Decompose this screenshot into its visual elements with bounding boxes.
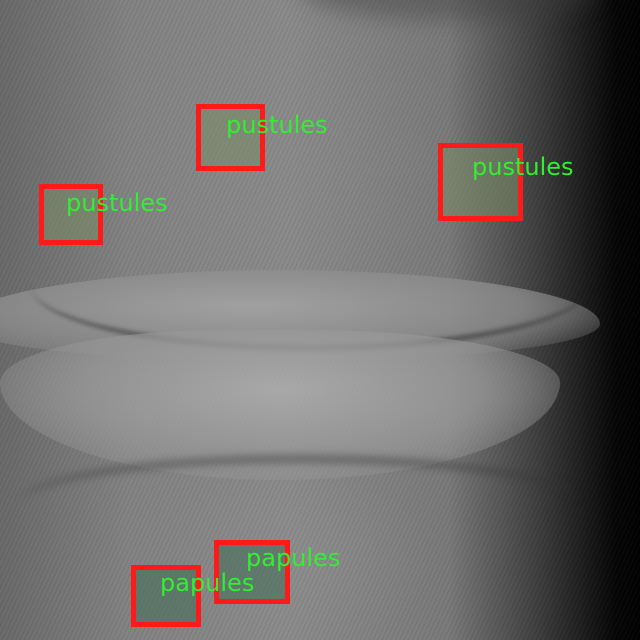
chin-shadow: [20, 455, 580, 503]
detection-label: papules: [160, 569, 255, 597]
box-fill: [44, 189, 98, 240]
box-fill: [136, 570, 196, 622]
detection-box-papules: [214, 540, 290, 604]
detection-box-pustules: [438, 143, 523, 221]
detection-label: pustules: [226, 111, 328, 139]
box-fill: [443, 148, 518, 216]
detection-label: pustules: [66, 189, 168, 217]
detection-label: pustules: [472, 153, 574, 181]
detection-box-pustules: [196, 104, 265, 171]
box-fill: [201, 109, 260, 166]
detection-box-pustules: [39, 184, 103, 245]
box-fill: [219, 545, 285, 599]
detection-label: papules: [246, 544, 341, 572]
detection-box-papules: [131, 565, 201, 627]
nose-shadow: [300, 0, 600, 20]
